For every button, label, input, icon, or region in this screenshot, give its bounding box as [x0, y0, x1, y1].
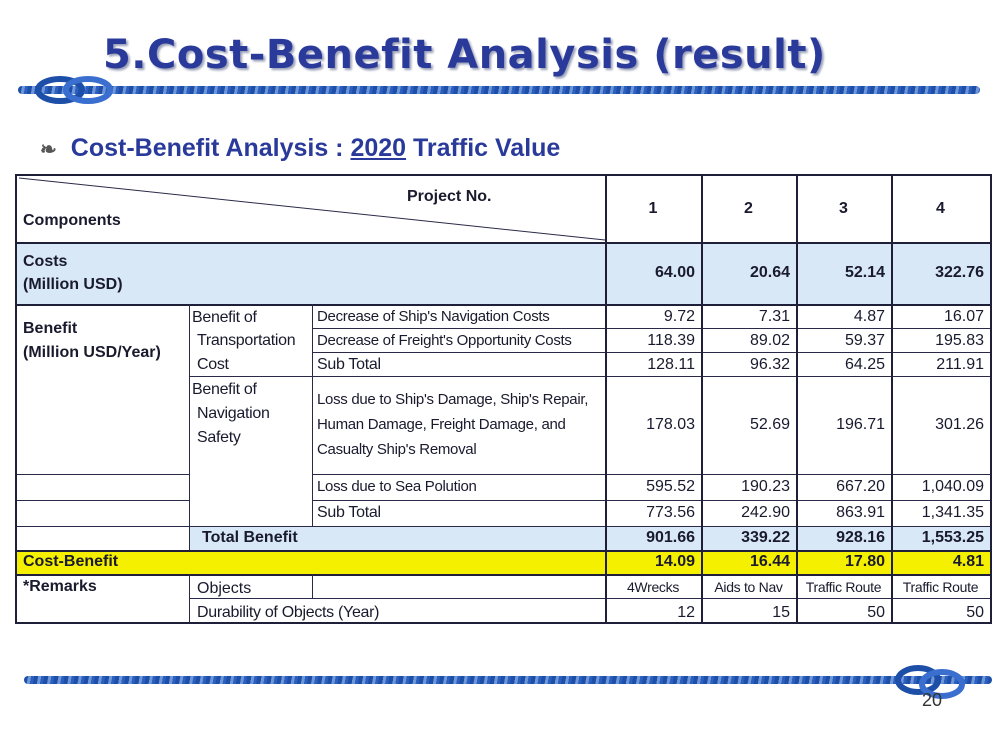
ship-damage-value-3: 196.71	[836, 416, 885, 433]
durability-label: Durability of Objects (Year)	[197, 604, 380, 621]
cost-benefit-value-1: 14.09	[654, 553, 695, 570]
cost-benefit-table: Project No. Components 1 2 3 4 Costs (Mi…	[15, 174, 992, 624]
total-benefit-value-3: 928.16	[836, 529, 885, 546]
row-label-ship-damage-3: Casualty Ship's Removal	[317, 441, 477, 458]
section-subtitle: ❧ Cost-Benefit Analysis : 2020 Traffic Va…	[40, 134, 560, 163]
rope-knot-icon	[895, 665, 965, 699]
costs-value-2: 20.64	[749, 264, 790, 281]
cost-benefit-band	[17, 550, 990, 574]
nav-costs-value-3: 4.87	[853, 308, 885, 325]
objects-label: Objects	[197, 580, 252, 597]
nav-costs-value-2: 7.31	[758, 308, 790, 325]
sea-pollution-value-4: 1,040.09	[921, 478, 984, 495]
ship-damage-value-4: 301.26	[935, 416, 984, 433]
subtitle-suffix: Traffic Value	[406, 134, 561, 162]
costs-value-3: 52.14	[844, 264, 885, 281]
transport-subtotal-value-1: 128.11	[647, 356, 695, 373]
costs-band	[17, 242, 990, 304]
objects-value-1: 4Wrecks	[626, 579, 680, 595]
project-header-1: 1	[648, 200, 658, 217]
total-benefit-value-1: 901.66	[646, 529, 695, 546]
cost-benefit-value-3: 17.80	[844, 553, 885, 570]
title-number: 5.	[102, 32, 147, 78]
row-label-transport-subtotal: Sub Total	[317, 356, 381, 373]
costs-value-4: 322.76	[935, 264, 984, 281]
durability-value-4: 50	[966, 604, 984, 621]
transportation-label-3: Cost	[197, 356, 229, 373]
safety-subtotal-value-1: 773.56	[646, 504, 695, 521]
objects-value-2: Aids to Nav	[714, 579, 783, 595]
project-header-2: 2	[744, 200, 753, 217]
row-label-ship-damage-2: Human Damage, Freight Damage, and	[317, 416, 566, 433]
total-benefit-band	[189, 526, 990, 550]
ribbon-bullet-icon: ❧	[40, 139, 57, 161]
remarks-label: *Remarks	[23, 578, 97, 595]
costs-unit: (Million USD)	[23, 276, 123, 293]
transportation-label-1: Benefit of	[192, 309, 257, 326]
costs-label: Costs	[23, 253, 68, 270]
cost-benefit-value-2: 16.44	[749, 553, 790, 570]
safety-label-2: Navigation	[197, 405, 270, 422]
costs-value-1: 64.00	[654, 264, 695, 281]
ship-damage-value-2: 52.69	[749, 416, 790, 433]
freight-costs-value-1: 118.39	[647, 332, 695, 349]
header-diagonal	[18, 177, 606, 241]
safety-subtotal-value-4: 1,341.35	[921, 504, 984, 521]
row-label-safety-subtotal: Sub Total	[317, 504, 381, 521]
row-label-nav-costs: Decrease of Ship's Navigation Costs	[317, 308, 550, 325]
project-header-4: 4	[936, 200, 945, 217]
row-label-ship-damage-1: Loss due to Ship's Damage, Ship's Repair…	[317, 391, 589, 408]
row-label-sea-pollution: Loss due to Sea Polution	[317, 478, 477, 495]
transport-subtotal-value-2: 96.32	[749, 356, 790, 373]
total-benefit-value-4: 1,553.25	[921, 529, 984, 546]
subtitle-prefix: Cost-Benefit Analysis :	[70, 134, 351, 162]
durability-value-2: 15	[772, 604, 790, 621]
project-no-header: Project No.	[407, 188, 492, 205]
rope-knot-icon	[35, 76, 113, 104]
objects-value-4: Traffic Route	[902, 579, 979, 595]
rope-divider-icon	[18, 86, 980, 94]
freight-costs-value-3: 59.37	[844, 332, 885, 349]
transport-subtotal-value-3: 64.25	[844, 356, 885, 373]
safety-label-1: Benefit of	[192, 381, 257, 398]
project-header-3: 3	[839, 200, 848, 217]
benefit-unit: (Million USD/Year)	[23, 344, 161, 361]
freight-costs-value-2: 89.02	[749, 332, 790, 349]
components-header: Components	[23, 212, 121, 229]
nav-costs-value-1: 9.72	[663, 308, 695, 325]
total-benefit-label: Total Benefit	[202, 529, 298, 546]
objects-value-3: Traffic Route	[805, 579, 882, 595]
ship-damage-value-1: 178.03	[646, 416, 695, 433]
sea-pollution-value-3: 667.20	[836, 478, 885, 495]
transportation-label-2: Transportation	[197, 332, 296, 349]
durability-value-1: 12	[677, 604, 695, 621]
page-number: 20	[922, 690, 943, 710]
total-benefit-value-2: 339.22	[741, 529, 790, 546]
safety-subtotal-value-3: 863.91	[836, 504, 885, 521]
row-label-freight-costs: Decrease of Freight's Opportunity Costs	[317, 332, 572, 349]
title-text: Cost-Benefit Analysis (result)	[147, 32, 826, 78]
cost-benefit-value-4: 4.81	[952, 553, 984, 570]
sea-pollution-value-1: 595.52	[646, 478, 695, 495]
transport-subtotal-value-4: 211.91	[936, 356, 984, 373]
cost-benefit-label: Cost-Benefit	[23, 553, 119, 570]
benefit-label: Benefit	[23, 320, 78, 337]
safety-subtotal-value-2: 242.90	[741, 504, 790, 521]
nav-costs-value-4: 16.07	[943, 308, 984, 325]
rope-divider-icon	[24, 676, 992, 684]
durability-value-3: 50	[867, 604, 885, 621]
page-title: 5.Cost-Benefit Analysis (result)	[55, 32, 826, 78]
subtitle-year: 2020	[350, 134, 407, 162]
sea-pollution-value-2: 190.23	[741, 478, 790, 495]
safety-label-3: Safety	[197, 429, 241, 446]
freight-costs-value-4: 195.83	[935, 332, 984, 349]
